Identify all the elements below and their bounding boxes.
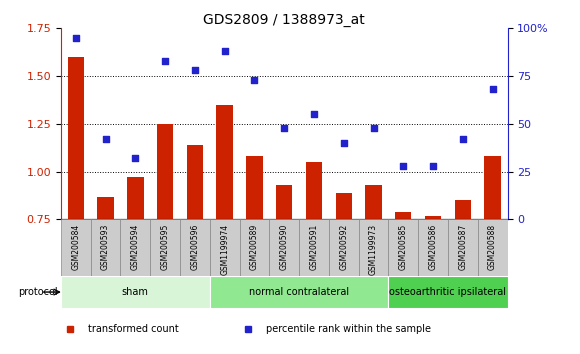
Bar <box>187 145 203 354</box>
Bar <box>269 219 299 276</box>
Point <box>339 140 349 146</box>
Bar <box>68 57 84 354</box>
Point <box>71 35 81 41</box>
Text: GSM200591: GSM200591 <box>310 224 318 270</box>
Bar <box>299 219 329 276</box>
Point <box>398 163 408 169</box>
Text: osteoarthritic ipsilateral: osteoarthritic ipsilateral <box>389 287 506 297</box>
Bar <box>180 219 210 276</box>
Point <box>130 155 140 161</box>
Bar <box>150 219 180 276</box>
Title: GDS2809 / 1388973_at: GDS2809 / 1388973_at <box>204 13 365 27</box>
Bar <box>121 219 150 276</box>
Text: GSM200595: GSM200595 <box>161 224 169 270</box>
Point <box>161 58 170 64</box>
Text: GSM200592: GSM200592 <box>339 224 348 270</box>
Bar <box>61 276 210 308</box>
Bar <box>365 185 382 354</box>
Bar <box>216 105 233 354</box>
Text: GSM200590: GSM200590 <box>280 224 289 270</box>
Point <box>488 87 497 92</box>
Bar <box>210 219 240 276</box>
Bar <box>478 219 508 276</box>
Bar <box>90 219 121 276</box>
Text: GSM200587: GSM200587 <box>458 224 467 270</box>
Bar <box>484 156 501 354</box>
Bar <box>97 196 114 354</box>
Bar <box>389 276 508 308</box>
Bar <box>425 216 441 354</box>
Text: GSM200586: GSM200586 <box>429 224 437 270</box>
Point <box>250 77 259 83</box>
Bar <box>329 219 358 276</box>
Point <box>369 125 378 131</box>
Bar <box>448 219 478 276</box>
Point <box>429 163 438 169</box>
Point <box>220 48 229 54</box>
Bar <box>240 219 269 276</box>
Text: sham: sham <box>122 287 149 297</box>
Bar <box>276 185 292 354</box>
Point <box>458 136 467 142</box>
Text: GSM1199974: GSM1199974 <box>220 224 229 275</box>
Text: GSM200585: GSM200585 <box>399 224 408 270</box>
Text: GSM200593: GSM200593 <box>101 224 110 270</box>
Bar <box>157 124 173 354</box>
Bar <box>127 177 143 354</box>
Point <box>309 112 318 117</box>
Bar <box>210 276 389 308</box>
Text: normal contralateral: normal contralateral <box>249 287 349 297</box>
Text: GSM200588: GSM200588 <box>488 224 497 270</box>
Bar <box>418 219 448 276</box>
Point <box>190 68 200 73</box>
Point <box>280 125 289 131</box>
Bar <box>455 200 471 354</box>
Bar <box>358 219 389 276</box>
Text: GSM200584: GSM200584 <box>71 224 80 270</box>
Bar <box>246 156 263 354</box>
Bar <box>336 193 352 354</box>
Text: protocol: protocol <box>19 287 58 297</box>
Text: GSM1199973: GSM1199973 <box>369 224 378 275</box>
Text: GSM200594: GSM200594 <box>131 224 140 270</box>
Text: GSM200596: GSM200596 <box>190 224 200 270</box>
Point <box>101 136 110 142</box>
Bar <box>395 212 411 354</box>
Bar <box>389 219 418 276</box>
Text: percentile rank within the sample: percentile rank within the sample <box>266 324 432 334</box>
Text: transformed count: transformed count <box>88 324 179 334</box>
Text: GSM200589: GSM200589 <box>250 224 259 270</box>
Bar <box>306 162 322 354</box>
Bar <box>61 219 90 276</box>
